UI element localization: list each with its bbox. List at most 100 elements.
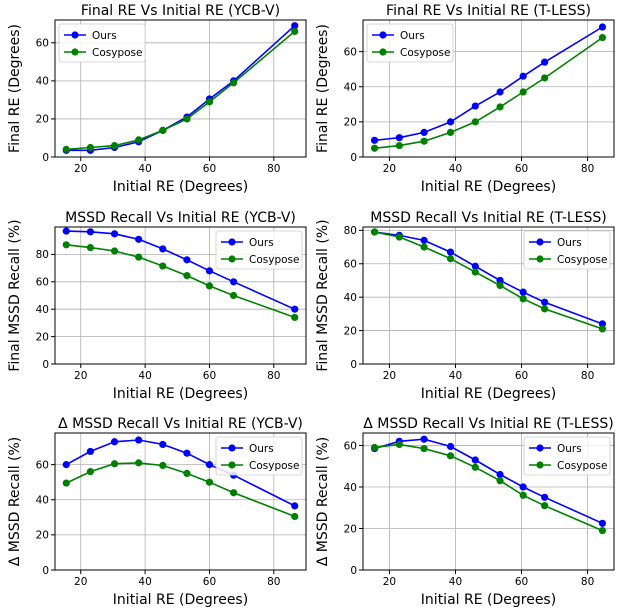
- x-tick-label: 40: [138, 576, 151, 588]
- data-point-cosypose: [135, 459, 143, 467]
- data-point-cosypose: [598, 325, 607, 333]
- data-point-cosypose: [598, 33, 607, 42]
- y-tick-label: 20: [36, 114, 49, 126]
- data-point-cosypose: [598, 526, 607, 535]
- legend-swatch-marker-cosypose: [228, 461, 236, 469]
- y-tick-label: 60: [36, 459, 49, 471]
- legend: Ours Cosypose: [215, 436, 303, 476]
- data-point-ours: [135, 235, 143, 243]
- x-tick-label: 60: [515, 370, 528, 382]
- data-point-cosypose: [519, 491, 527, 499]
- data-point-ours: [291, 502, 299, 510]
- data-point-ours: [598, 23, 607, 31]
- chart-panel-4: 20 40 60 80 0 20 40 60 80 MSSD Recall Vs Initial …: [315, 210, 615, 402]
- x-axis-label: Initial RE (Degrees): [421, 592, 556, 608]
- data-point-ours: [110, 230, 119, 238]
- data-point-cosypose: [496, 281, 504, 290]
- y-tick-label: 40: [36, 495, 49, 507]
- data-point-cosypose: [370, 443, 379, 452]
- legend-label-ours: Ours: [249, 443, 274, 455]
- x-tick-label: 20: [74, 370, 87, 382]
- legend-label-cosypose: Cosypose: [557, 254, 607, 266]
- data-point-ours: [205, 461, 214, 469]
- data-point-cosypose: [541, 305, 549, 313]
- y-tick-label: 0: [350, 152, 357, 164]
- legend-label-ours: Ours: [249, 237, 274, 249]
- legend-swatch-marker-ours: [536, 238, 544, 246]
- legend-label-cosypose: Cosypose: [400, 47, 450, 59]
- x-axis-label: Initial RE (Degrees): [421, 179, 556, 195]
- axes-frame: [362, 432, 615, 571]
- y-tick-label: 60: [36, 38, 49, 50]
- data-point-cosypose: [159, 126, 167, 134]
- x-tick-label: 80: [581, 370, 594, 382]
- data-point-ours: [229, 278, 238, 286]
- y-tick-label: 60: [344, 46, 357, 58]
- data-point-cosypose: [110, 141, 119, 150]
- legend-label-ours: Ours: [400, 30, 425, 42]
- legend-label-ours: Ours: [557, 443, 582, 455]
- x-tick-label: 80: [581, 163, 594, 175]
- chart-panel-3: 20 40 60 80 0 20 40 60 80 MSSD Recall Vs Initial …: [7, 210, 307, 402]
- data-point-ours: [291, 22, 299, 30]
- data-point-cosypose: [86, 468, 94, 476]
- data-point-ours: [496, 88, 504, 96]
- data-point-ours: [135, 436, 143, 444]
- data-point-cosypose: [420, 444, 428, 453]
- data-point-cosypose: [205, 478, 214, 486]
- x-tick-label: 60: [515, 163, 528, 175]
- data-point-ours: [291, 305, 299, 313]
- legend-label-cosypose: Cosypose: [557, 460, 607, 472]
- axes-frame: [362, 226, 615, 365]
- data-point-ours: [446, 118, 455, 126]
- y-tick-label: 80: [36, 249, 49, 261]
- legend-swatch-marker-cosypose: [228, 255, 236, 263]
- data-point-cosypose: [541, 502, 549, 510]
- x-tick-label: 20: [383, 370, 396, 382]
- data-point-cosypose: [519, 88, 527, 96]
- y-tick-label: 0: [42, 565, 49, 577]
- legend: Ours Cosypose: [523, 436, 611, 476]
- data-point-ours: [62, 227, 70, 235]
- legend: Ours Cosypose: [366, 23, 454, 63]
- data-point-ours: [86, 228, 94, 236]
- data-point-ours: [420, 128, 428, 137]
- data-point-cosypose: [496, 103, 504, 111]
- legend-swatch-marker-cosypose: [71, 48, 79, 56]
- data-point-cosypose: [420, 243, 428, 251]
- data-point-cosypose: [229, 79, 238, 87]
- data-point-cosypose: [86, 143, 94, 152]
- data-point-cosypose: [395, 440, 403, 449]
- data-point-ours: [395, 134, 403, 142]
- chart-panel-5: 20 40 60 80 0 20 40 60 Δ MSSD Recall Vs Initial …: [7, 416, 307, 608]
- data-point-cosypose: [446, 128, 455, 137]
- legend-swatch-marker-ours: [228, 238, 236, 246]
- data-point-ours: [541, 298, 549, 306]
- chart-title: Δ MSSD Recall Vs Initial RE (YCB-V): [58, 416, 303, 432]
- legend-swatch-marker-ours: [536, 444, 544, 452]
- legend-label-ours: Ours: [557, 237, 582, 249]
- chart-title: MSSD Recall Vs Initial RE (YCB-V): [65, 210, 296, 226]
- data-point-ours: [471, 262, 479, 270]
- data-point-cosypose: [395, 141, 403, 150]
- data-point-cosypose: [159, 461, 167, 470]
- y-axis-label: Final RE (Degrees): [7, 24, 23, 153]
- data-point-ours: [598, 519, 607, 527]
- chart-panel-6: 20 40 60 80 0 20 40 60 Δ MSSD Recall Vs Initial …: [315, 416, 615, 608]
- y-tick-label: 40: [344, 82, 357, 94]
- y-tick-label: 0: [42, 359, 49, 371]
- data-point-ours: [205, 267, 214, 275]
- axes-frame: [362, 19, 615, 158]
- data-point-cosypose: [183, 272, 191, 280]
- x-tick-label: 20: [74, 163, 87, 175]
- data-point-ours: [159, 245, 167, 253]
- legend: Ours Cosypose: [523, 230, 611, 270]
- y-tick-label: 40: [36, 304, 49, 316]
- y-tick-label: 0: [350, 359, 357, 371]
- legend-swatch-marker-ours: [71, 31, 79, 39]
- data-point-ours: [110, 438, 119, 446]
- chart-panel-2: 20 40 60 80 0 20 40 60 Final RE Vs Initial RE (T…: [315, 3, 615, 195]
- axes-frame: [54, 432, 307, 571]
- x-tick-label: 40: [449, 576, 462, 588]
- data-point-cosypose: [420, 137, 428, 145]
